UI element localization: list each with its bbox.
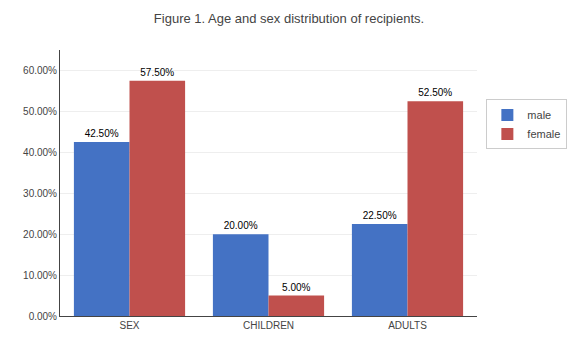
svg-text:40.00%: 40.00% (23, 147, 57, 158)
svg-text:42.50%: 42.50% (85, 128, 119, 139)
svg-text:ADULTS: ADULTS (388, 320, 427, 331)
svg-text:0.00%: 0.00% (29, 311, 57, 322)
svg-text:SEX: SEX (119, 320, 139, 331)
svg-text:22.50%: 22.50% (363, 210, 397, 221)
svg-text:50.00%: 50.00% (23, 106, 57, 117)
svg-text:10.00%: 10.00% (23, 270, 57, 281)
svg-text:male: male (527, 109, 551, 121)
svg-text:5.00%: 5.00% (282, 282, 310, 293)
svg-text:52.50%: 52.50% (418, 87, 452, 98)
svg-text:CHILDREN: CHILDREN (243, 320, 294, 331)
svg-text:30.00%: 30.00% (23, 188, 57, 199)
svg-text:20.00%: 20.00% (23, 229, 57, 240)
svg-text:20.00%: 20.00% (224, 220, 258, 231)
svg-text:57.50%: 57.50% (140, 67, 174, 78)
svg-text:Figure 1. Age and sex distribu: Figure 1. Age and sex distribution of re… (154, 11, 424, 26)
svg-text:60.00%: 60.00% (23, 65, 57, 76)
svg-text:female: female (527, 128, 560, 140)
